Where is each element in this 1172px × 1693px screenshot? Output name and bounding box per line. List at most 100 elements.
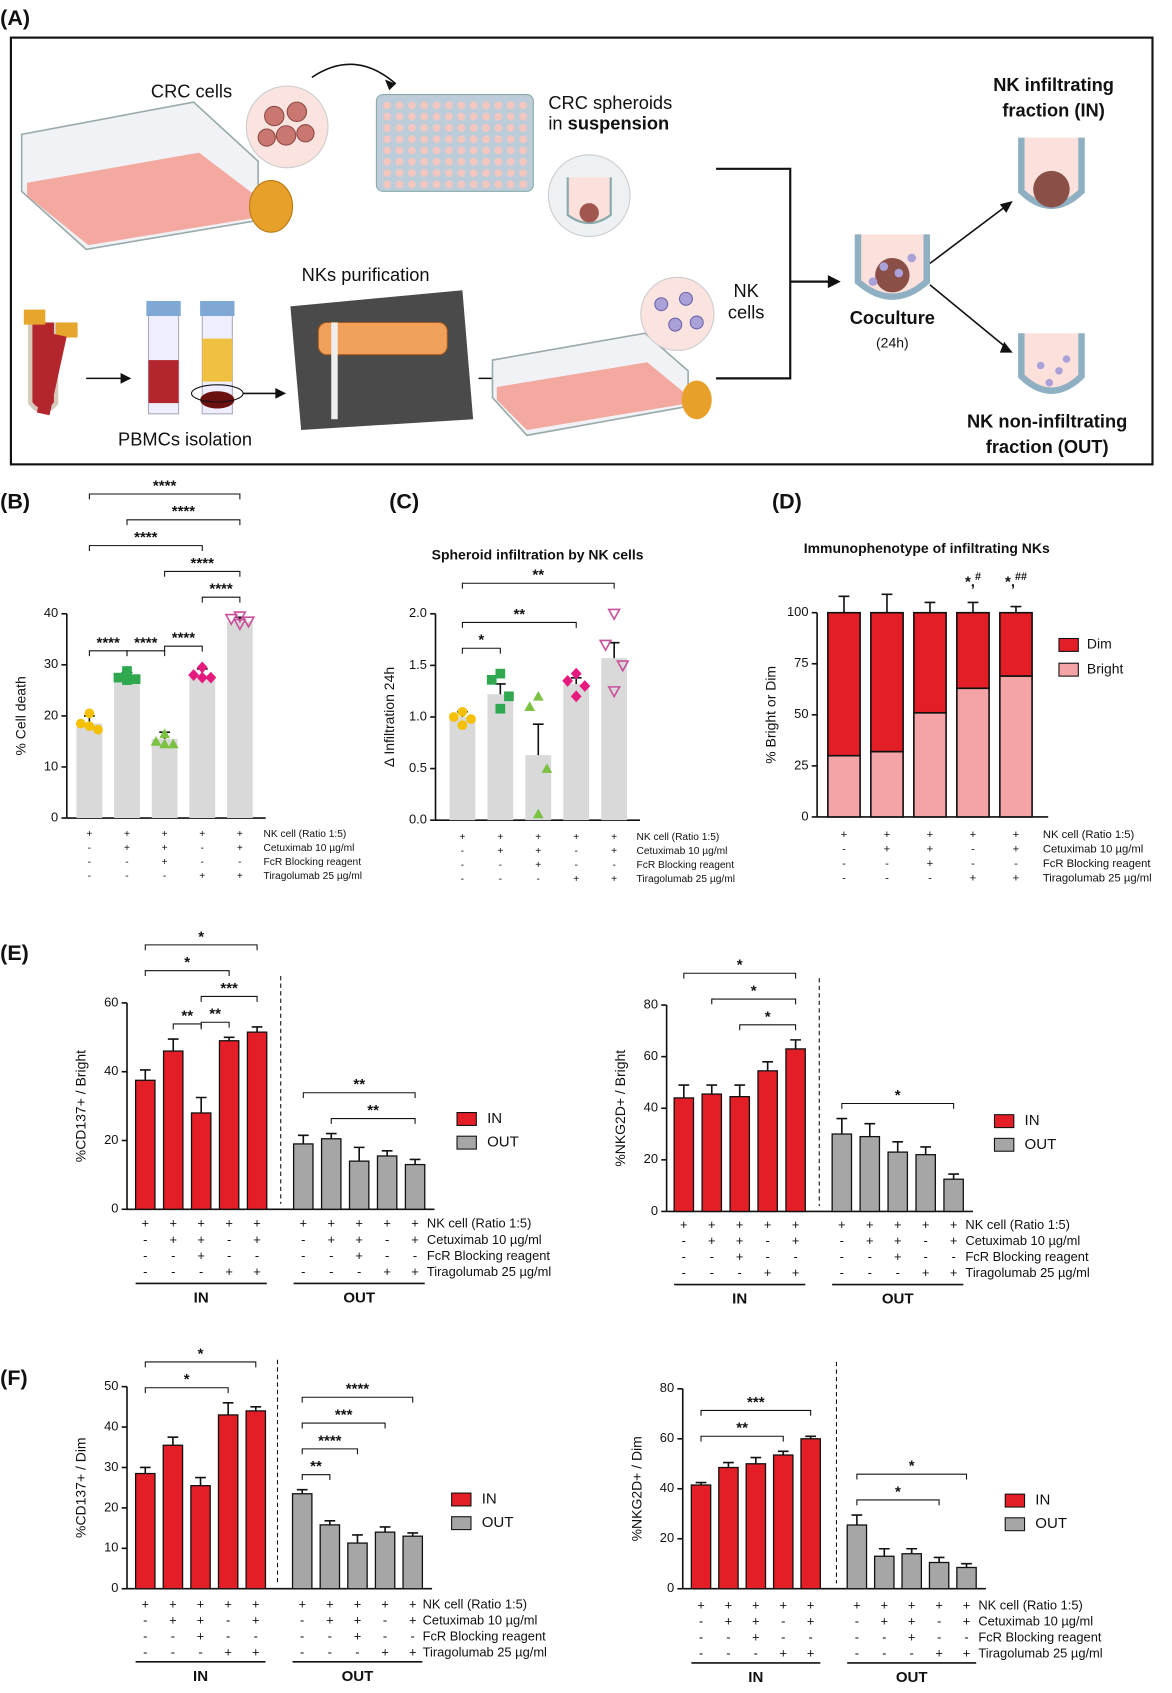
condition-label: NK cell (Ratio 1:5) — [637, 832, 720, 843]
bar — [162, 1444, 184, 1590]
bar — [320, 1138, 342, 1210]
wells — [383, 101, 527, 189]
significance-bracket — [301, 1448, 359, 1455]
condition-sign: - — [840, 1249, 844, 1264]
error-bar — [325, 1132, 337, 1139]
condition-sign: + — [169, 1612, 177, 1627]
well — [407, 124, 416, 132]
condition-sign: + — [908, 1630, 916, 1645]
significance-label: ** — [532, 567, 544, 584]
condition-sign: - — [951, 1249, 955, 1264]
condition-sign: - — [842, 873, 846, 885]
well — [469, 157, 478, 166]
condition-sign: + — [950, 1265, 958, 1280]
y-axis-label: % Bright or Dim — [763, 666, 779, 764]
condition-label: Tiragolumab 25 µg/ml — [1043, 873, 1152, 885]
condition-sign: - — [910, 1646, 914, 1661]
condition-sign: - — [301, 1248, 305, 1263]
condition-sign: + — [237, 843, 243, 854]
spheroid — [579, 203, 599, 223]
well — [420, 112, 429, 121]
condition-sign: + — [807, 1646, 815, 1661]
y-tick-label: 1.5 — [409, 657, 427, 672]
error-bar — [139, 1069, 151, 1081]
condition-sign: - — [329, 1264, 333, 1279]
bar — [162, 1050, 184, 1210]
condition-sign: + — [697, 1597, 705, 1612]
diagram-label: in suspension — [548, 113, 669, 134]
annotation: ## — [1015, 571, 1027, 583]
error-bar — [967, 601, 979, 613]
condition-sign: + — [866, 1233, 874, 1248]
condition-sign: + — [922, 1265, 930, 1280]
condition-sign: - — [227, 1232, 231, 1247]
well — [494, 135, 503, 144]
condition-sign: + — [792, 1217, 800, 1232]
significance-label: * — [909, 1458, 915, 1475]
legend-swatch — [451, 1492, 472, 1507]
condition-sign: - — [143, 1248, 147, 1263]
condition-label: NK cell (Ratio 1:5) — [264, 829, 347, 840]
condition-label: Cetuximab 10 µg/ml — [264, 843, 355, 854]
condition-sign: + — [927, 829, 934, 841]
bar — [246, 1031, 268, 1210]
well — [506, 135, 515, 144]
significance-label: **** — [209, 581, 233, 598]
condition-sign: - — [254, 1629, 258, 1644]
panel-label: (F) — [0, 1366, 27, 1390]
panel-label: (E) — [0, 941, 29, 965]
condition-sign: - — [840, 1265, 844, 1280]
bar — [291, 1493, 313, 1590]
condition-sign: - — [226, 1629, 230, 1644]
data-point — [457, 720, 468, 731]
condition-sign: + — [169, 1596, 177, 1611]
condition-sign: - — [227, 1248, 231, 1263]
well — [506, 101, 515, 110]
condition-sign: + — [326, 1596, 334, 1611]
legend-label: OUT — [1025, 1136, 1057, 1153]
condition-sign: + — [535, 846, 541, 857]
condition-sign: - — [928, 873, 932, 885]
well — [420, 146, 429, 155]
significance-label: ** — [310, 1458, 322, 1475]
condition-sign: + — [963, 1597, 971, 1612]
bar — [226, 621, 253, 819]
error-bar — [223, 1036, 235, 1041]
legend-label: OUT — [482, 1514, 514, 1531]
y-tick-label: 0 — [651, 1203, 658, 1218]
condition-sign: - — [413, 1248, 417, 1263]
well — [445, 146, 453, 155]
well — [383, 157, 392, 166]
error-bar — [695, 1481, 707, 1486]
condition-sign: + — [381, 1596, 389, 1611]
condition-sign: - — [143, 1629, 147, 1644]
well — [494, 146, 503, 155]
significance-bracket — [330, 1118, 416, 1124]
condition-sign: - — [809, 1630, 813, 1645]
condition-sign: + — [752, 1613, 760, 1628]
condition-sign: + — [225, 1216, 233, 1231]
y-tick-label: 0 — [801, 808, 808, 823]
condition-sign: - — [201, 857, 204, 868]
condition-sign: - — [781, 1630, 785, 1645]
condition-sign: + — [752, 1597, 760, 1612]
well — [482, 135, 490, 144]
condition-label: NK cell (Ratio 1:5) — [978, 1597, 1082, 1612]
condition-sign: - — [385, 1232, 389, 1247]
data-point — [150, 736, 162, 746]
legend-swatch — [1004, 1493, 1026, 1508]
annotation: *,# — [965, 571, 981, 590]
diagram-label: PBMCs isolation — [118, 429, 252, 450]
bar — [218, 1040, 240, 1210]
well — [457, 169, 466, 177]
well — [432, 124, 441, 132]
well — [395, 169, 404, 177]
bar — [348, 1160, 370, 1210]
condition-sign: - — [300, 1629, 304, 1644]
significance-bracket — [302, 1092, 416, 1099]
error-bar — [296, 1488, 308, 1494]
y-tick-label: 40 — [104, 1063, 118, 1078]
chart-title: Immunophenotype of infiltrating NKs — [804, 540, 1050, 556]
significance-label: ** — [367, 1102, 379, 1119]
